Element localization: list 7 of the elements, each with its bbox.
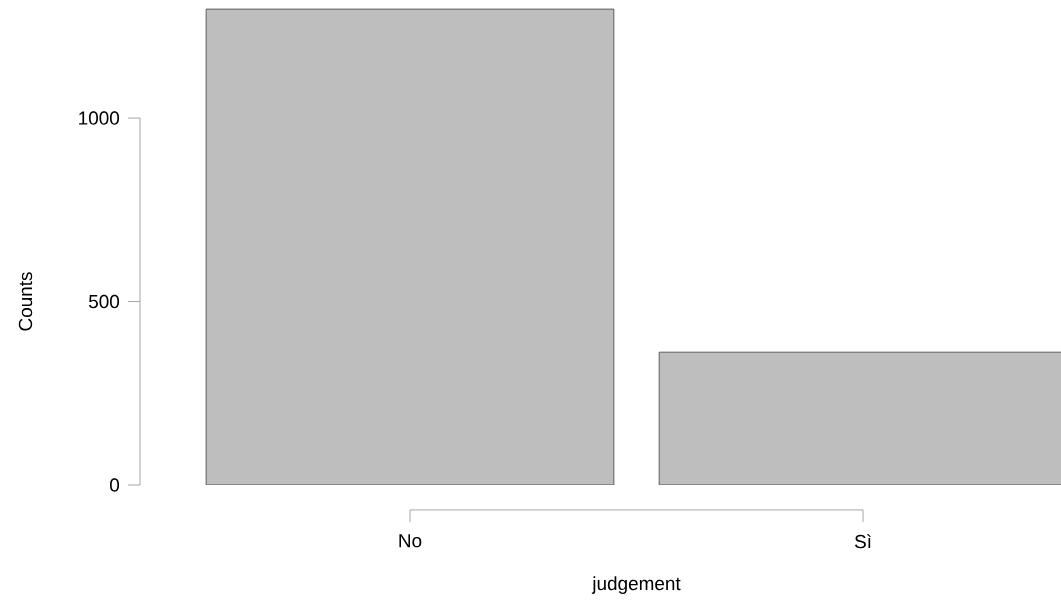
x-tick-label: No [399, 534, 422, 548]
y-tick-label: 0 [110, 478, 120, 492]
y-tick-label: 1000 [79, 111, 120, 125]
x-axis-title: judgement [591, 576, 681, 594]
y-axis-title: Counts [18, 272, 33, 331]
y-tick-label: 500 [88, 294, 120, 309]
x-tick-label: Sì [854, 534, 871, 549]
